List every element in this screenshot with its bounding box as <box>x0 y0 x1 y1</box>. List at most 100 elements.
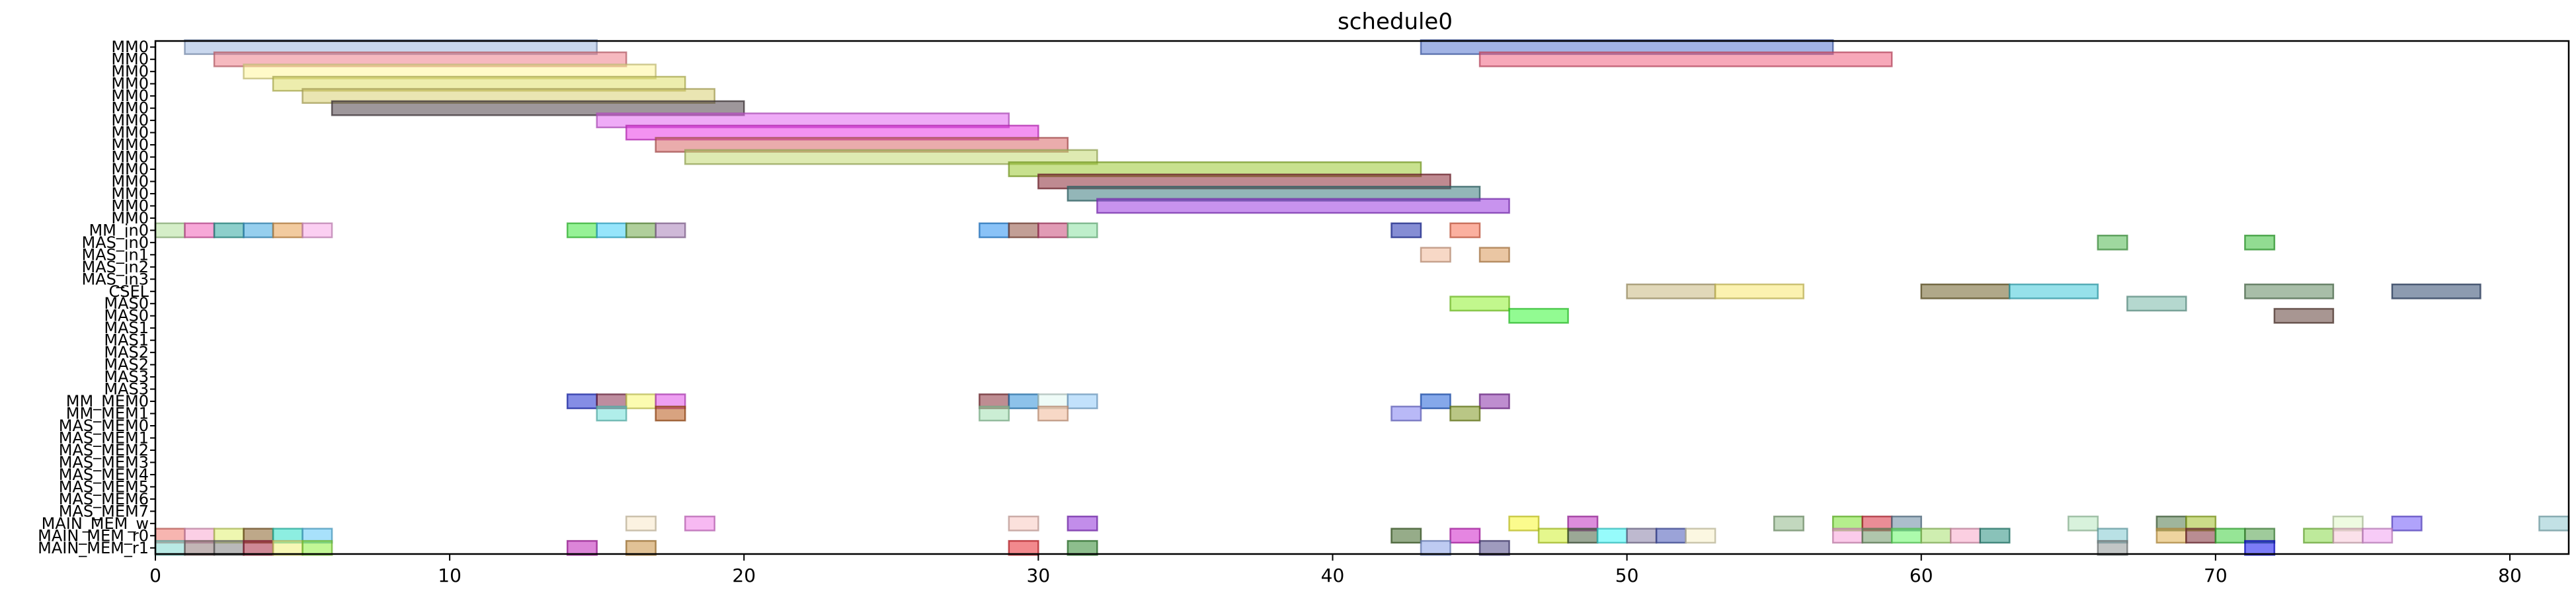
task-bar-28 <box>1037 222 1069 239</box>
task-bar-114 <box>1008 539 1039 556</box>
task-bar-24 <box>625 222 657 239</box>
task-bar-19 <box>243 222 274 239</box>
task-bar-36 <box>1626 283 1716 299</box>
task-bar-41 <box>2391 283 2481 299</box>
row-label-25: MAS2 <box>104 343 149 362</box>
task-bar-66 <box>1508 515 1540 532</box>
x-tick-label-8: 80 <box>2498 565 2522 586</box>
task-bar-7 <box>331 100 745 116</box>
task-bar-87 <box>1567 528 1599 544</box>
task-bar-22 <box>566 222 598 239</box>
task-bar-56 <box>596 405 627 422</box>
row-label-20: CSEL <box>108 282 149 301</box>
task-bar-90 <box>1655 528 1687 544</box>
task-bar-118 <box>2097 539 2128 556</box>
row-label-36: MAS_MEM5 <box>59 477 149 496</box>
task-bar-42 <box>1449 296 1510 312</box>
x-tick-label-3: 30 <box>1027 565 1051 586</box>
task-bar-109 <box>243 539 274 556</box>
plot-frame <box>154 40 2570 555</box>
task-bar-60 <box>1390 405 1422 422</box>
task-bar-21 <box>302 222 333 239</box>
task-bar-113 <box>625 539 657 556</box>
row-labels: MM0MM0MM0MM0MM0MM0MM0MM0MM0MM0MM0MM0MM0M… <box>38 38 155 557</box>
task-bar-117 <box>1478 539 1510 556</box>
task-bar-53 <box>1067 393 1098 409</box>
task-bar-89 <box>1626 528 1658 544</box>
chart-title: schedule0 <box>1338 9 1453 35</box>
task-bar-95 <box>1920 528 1952 544</box>
row-label-12: MM0 <box>111 184 149 203</box>
task-bar-44 <box>1508 307 1569 324</box>
task-bar-48 <box>625 393 657 409</box>
task-bar-29 <box>1067 222 1098 239</box>
task-bar-27 <box>1008 222 1039 239</box>
row-label-30: MM_MEM1 <box>66 405 149 423</box>
task-bar-101 <box>2214 528 2246 544</box>
task-bar-86 <box>1537 528 1569 544</box>
task-bar-88 <box>1596 528 1628 544</box>
task-bar-77 <box>2538 515 2570 532</box>
task-bar-115 <box>1067 539 1098 556</box>
row-label-6: MM0 <box>111 111 149 130</box>
row-label-3: MM0 <box>111 75 149 93</box>
task-bar-32 <box>2097 234 2128 251</box>
row-label-26: MAS2 <box>104 356 149 374</box>
task-bar-39 <box>2009 283 2099 299</box>
task-bar-104 <box>2332 528 2364 544</box>
row-label-23: MAS1 <box>104 319 149 337</box>
row-label-28: MAS3 <box>104 380 149 399</box>
task-bar-64 <box>1008 515 1039 532</box>
task-bar-16 <box>154 222 186 239</box>
task-bar-30 <box>1390 222 1422 239</box>
task-bar-35 <box>1478 247 1510 263</box>
task-bar-40 <box>2244 283 2335 299</box>
task-bar-100 <box>2185 528 2217 544</box>
x-tick-label-7: 70 <box>2204 565 2228 586</box>
row-label-11: MM0 <box>111 172 149 190</box>
row-label-31: MAS_MEM0 <box>59 416 149 435</box>
task-bar-3 <box>1478 51 1893 67</box>
row-label-40: MAIN_MEM_r0 <box>38 526 149 545</box>
row-label-10: MM0 <box>111 160 149 178</box>
row-label-32: MAS_MEM1 <box>59 428 149 447</box>
task-bar-112 <box>566 539 598 556</box>
row-label-1: MM0 <box>111 50 149 69</box>
row-label-24: MAS1 <box>104 331 149 350</box>
task-bar-91 <box>1685 528 1716 544</box>
row-label-27: MAS3 <box>104 368 149 386</box>
row-label-17: MAS_in1 <box>81 245 149 264</box>
task-bar-18 <box>213 222 245 239</box>
task-bar-37 <box>1714 283 1804 299</box>
row-label-4: MM0 <box>111 87 149 105</box>
task-bar-85 <box>1449 528 1481 544</box>
task-bar-65 <box>1067 515 1098 532</box>
row-label-19: MAS_in3 <box>81 270 149 288</box>
row-label-41: MAIN_MEM_r1 <box>38 539 149 557</box>
row-label-18: MAS_in2 <box>81 258 149 276</box>
row-label-35: MAS_MEM4 <box>59 465 149 484</box>
row-label-38: MAS_MEM7 <box>59 502 149 520</box>
task-bar-25 <box>655 222 686 239</box>
row-label-22: MAS0 <box>104 307 149 325</box>
task-bar-11 <box>684 149 1098 165</box>
task-bar-119 <box>2244 539 2276 556</box>
task-bar-34 <box>1420 247 1451 263</box>
task-bar-116 <box>1420 539 1451 556</box>
task-bar-15 <box>1096 198 1510 214</box>
task-bar-103 <box>2303 528 2335 544</box>
row-label-13: MM0 <box>111 196 149 215</box>
row-label-34: MAS_MEM3 <box>59 453 149 471</box>
row-label-14: MM0 <box>111 209 149 227</box>
row-label-37: MAS_MEM6 <box>59 490 149 508</box>
task-bars <box>154 39 2570 556</box>
task-bar-94 <box>1890 528 1922 544</box>
task-bar-99 <box>2155 528 2187 544</box>
row-label-9: MM0 <box>111 148 149 167</box>
task-bar-31 <box>1449 222 1481 239</box>
row-label-16: MAS_in0 <box>81 233 149 252</box>
x-tick-label-6: 60 <box>1910 565 1933 586</box>
task-bar-61 <box>1449 405 1481 422</box>
x-tick-label-0: 0 <box>149 565 161 586</box>
